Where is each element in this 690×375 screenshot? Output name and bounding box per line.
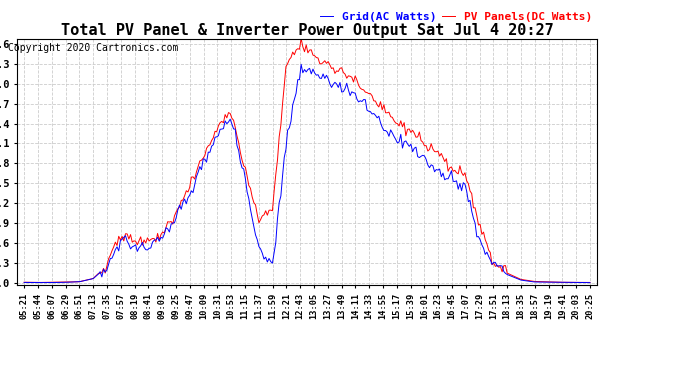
Grid(AC Watts) <box>484 254 493 259</box>
PV Panels(DC Watts) <box>147 237 155 242</box>
PV Panels(DC Watts) <box>341 72 349 76</box>
Grid(AC Watts) <box>586 280 594 285</box>
PV Panels(DC Watts) <box>297 36 305 41</box>
Grid(AC Watts) <box>20 280 28 285</box>
Title: Total PV Panel & Inverter Power Output Sat Jul 4 20:27: Total PV Panel & Inverter Power Output S… <box>61 23 553 38</box>
Grid(AC Watts) <box>145 246 153 250</box>
Legend: Grid(AC Watts), PV Panels(DC Watts): Grid(AC Watts), PV Panels(DC Watts) <box>315 8 597 26</box>
PV Panels(DC Watts) <box>190 177 199 182</box>
Grid(AC Watts) <box>297 62 305 67</box>
Grid(AC Watts) <box>27 280 35 285</box>
Grid(AC Watts) <box>339 89 348 94</box>
Grid(AC Watts) <box>491 260 500 265</box>
Line: PV Panels(DC Watts): PV Panels(DC Watts) <box>24 39 590 282</box>
Grid(AC Watts) <box>189 190 197 195</box>
PV Panels(DC Watts) <box>493 263 501 267</box>
Text: Copyright 2020 Cartronics.com: Copyright 2020 Cartronics.com <box>8 43 179 52</box>
PV Panels(DC Watts) <box>20 280 28 285</box>
Line: Grid(AC Watts): Grid(AC Watts) <box>24 64 590 283</box>
PV Panels(DC Watts) <box>586 280 594 285</box>
PV Panels(DC Watts) <box>27 280 35 285</box>
PV Panels(DC Watts) <box>486 250 495 255</box>
PV Panels(DC Watts) <box>34 280 42 285</box>
